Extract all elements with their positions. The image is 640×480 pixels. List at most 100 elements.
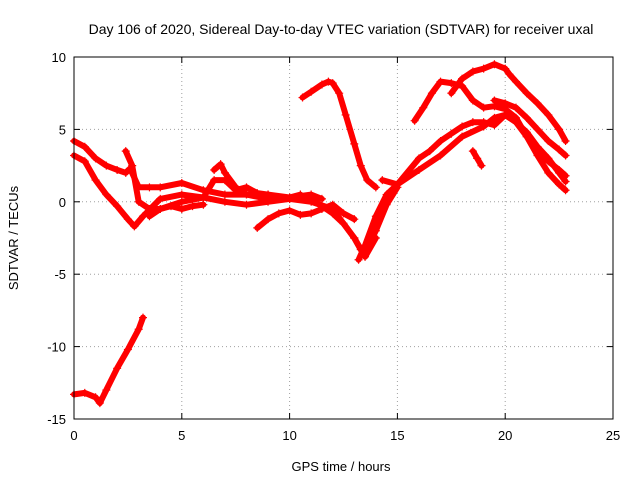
data-point [555, 165, 564, 174]
data-point [361, 241, 370, 250]
data-point [425, 147, 434, 156]
data-point [210, 176, 219, 185]
data-point [335, 89, 344, 98]
data-point [354, 255, 363, 264]
series-track-5 [210, 160, 326, 203]
series-track-11 [447, 60, 570, 145]
data-point [231, 183, 240, 192]
data-point [468, 67, 477, 76]
data-point [356, 161, 365, 170]
y-tick-label: -10 [47, 340, 66, 355]
series-trace [411, 78, 569, 179]
data-point [121, 147, 130, 156]
data-point [511, 113, 520, 122]
data-point [561, 186, 570, 195]
data-point [242, 190, 251, 199]
axis-ticks: 0 5 10 15 20 25 -15 -10 -5 0 5 10 [47, 50, 620, 443]
data-point [264, 215, 273, 224]
data-point [298, 93, 307, 102]
data-point [121, 168, 130, 177]
data-point [479, 103, 488, 112]
series-track-13 [468, 147, 486, 170]
data-point [522, 89, 531, 98]
y-tick-label: -15 [47, 412, 66, 427]
data-point [156, 183, 165, 192]
series-track-12 [490, 96, 570, 160]
data-point [113, 202, 122, 211]
data-point [128, 161, 137, 170]
data-point [91, 393, 100, 402]
data-point [544, 110, 553, 119]
data-point [138, 313, 147, 322]
data-point [177, 178, 186, 187]
y-tick-label: 10 [52, 50, 66, 65]
data-point [393, 180, 402, 189]
data-marks [70, 60, 570, 408]
data-point [533, 125, 542, 134]
data-point [555, 145, 564, 154]
data-point [522, 132, 531, 141]
x-axis-label: GPS time / hours [292, 459, 391, 474]
data-point [134, 325, 143, 334]
data-point [91, 176, 100, 185]
series-track-6 [253, 200, 359, 232]
x-tick-label: 10 [282, 428, 296, 443]
data-point [436, 77, 445, 86]
data-point [95, 399, 104, 408]
data-point [477, 161, 486, 170]
data-point [490, 60, 499, 69]
data-point [436, 136, 445, 145]
data-point [533, 99, 542, 108]
x-tick-label: 0 [70, 428, 77, 443]
data-point [458, 122, 467, 131]
data-point [561, 151, 570, 160]
data-point [468, 118, 477, 127]
data-point [555, 125, 564, 134]
x-tick-label: 5 [178, 428, 185, 443]
data-point [145, 183, 154, 192]
y-tick-label: -5 [54, 267, 66, 282]
data-point [501, 64, 510, 73]
plot-frame [73, 56, 614, 420]
data-point [447, 89, 456, 98]
data-point [156, 205, 165, 214]
data-point [317, 205, 326, 214]
data-point [414, 154, 423, 163]
data-point [501, 99, 510, 108]
x-tick-label: 15 [390, 428, 404, 443]
data-point [307, 87, 316, 96]
data-point [274, 209, 283, 218]
data-point [555, 180, 564, 189]
data-point [490, 96, 499, 105]
data-point [468, 147, 477, 156]
data-point [188, 202, 197, 211]
data-point [436, 151, 445, 160]
data-point [447, 129, 456, 138]
data-point [123, 345, 132, 354]
data-point [419, 103, 428, 112]
data-point [220, 190, 229, 199]
data-point [561, 171, 570, 180]
data-point [220, 197, 229, 206]
data-point [156, 194, 165, 203]
data-point [307, 190, 316, 199]
data-point [220, 168, 229, 177]
series-track-10 [410, 77, 570, 180]
y-tick-label: 0 [59, 195, 66, 210]
data-point [458, 74, 467, 83]
data-point [264, 190, 273, 199]
data-point [490, 121, 499, 130]
data-point [511, 103, 520, 112]
data-point [328, 200, 337, 209]
data-point [561, 136, 570, 145]
data-point [113, 165, 122, 174]
data-point [199, 193, 208, 202]
data-point [80, 388, 89, 397]
data-point [350, 139, 359, 148]
data-point [458, 132, 467, 141]
series-track-7 [298, 77, 380, 192]
data-point [242, 200, 251, 209]
data-point [473, 154, 482, 163]
